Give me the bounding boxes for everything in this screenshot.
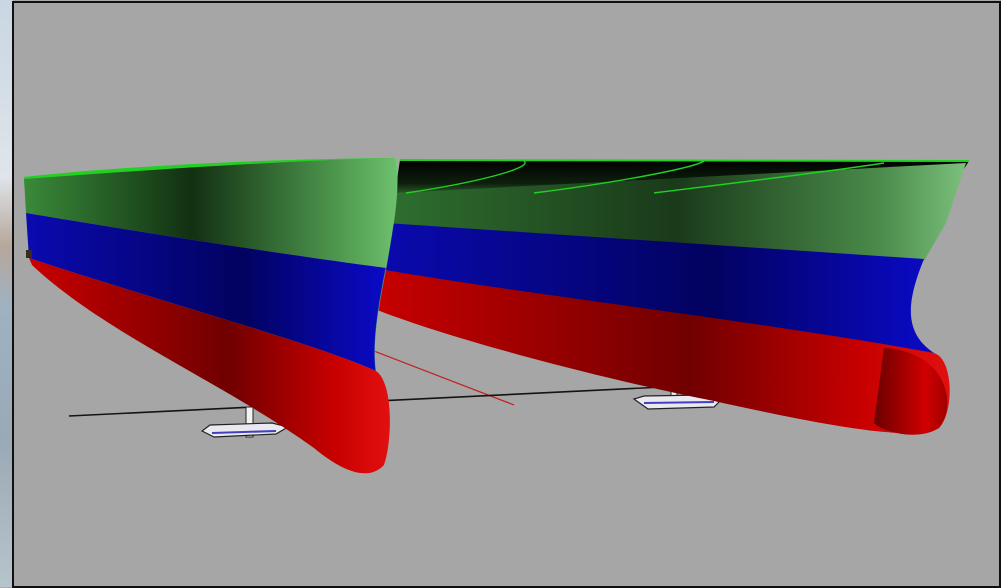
scene-canvas bbox=[24, 157, 970, 474]
red-axis-line bbox=[365, 347, 515, 406]
stern-marker bbox=[26, 250, 32, 258]
left-hull bbox=[24, 157, 398, 474]
right-hull-deck-curve-1 bbox=[405, 160, 526, 194]
viewport-3d[interactable] bbox=[12, 1, 1001, 588]
right-hull-blue-band bbox=[374, 223, 934, 353]
left-foil bbox=[200, 406, 290, 438]
right-hull-deck-curve-3 bbox=[653, 162, 885, 194]
right-hull-deck-edge bbox=[399, 159, 970, 162]
left-hull-red-band bbox=[29, 258, 390, 474]
right-hull bbox=[372, 159, 970, 435]
left-hull-blue-band bbox=[26, 213, 386, 371]
background-strip bbox=[0, 0, 13, 587]
right-hull-deck-curve-2 bbox=[533, 160, 705, 194]
right-hull-bulb bbox=[874, 348, 948, 435]
left-hull-bow-edge bbox=[374, 157, 398, 372]
right-hull-red-band bbox=[372, 268, 950, 434]
left-hull-upper-band bbox=[24, 158, 398, 268]
